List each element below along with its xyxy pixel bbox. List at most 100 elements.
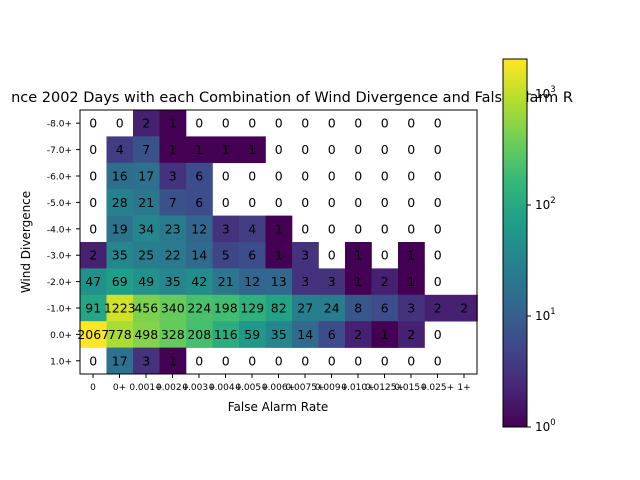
cell-value-label: 0 [275, 195, 283, 210]
heatmap-cell [106, 321, 134, 348]
heatmap-cell [159, 347, 187, 375]
cell-value-label: 0 [89, 142, 97, 157]
x-tick-label: 0.0075+ [285, 383, 324, 393]
cell-value-label: 14 [297, 327, 313, 342]
x-tick-label: 0.025+ [421, 383, 454, 393]
cell-value-label: 4 [248, 221, 256, 236]
y-tick-label: 0.0+ [50, 331, 72, 341]
cell-value-label: 47 [85, 274, 101, 289]
heatmap-cell [80, 294, 107, 322]
cell-value-label: 35 [271, 327, 287, 342]
cell-value-label: 0 [354, 353, 362, 368]
cell-value-label: 2 [381, 274, 389, 289]
cell-value-label: 1 [222, 142, 230, 157]
heatmap-cell [265, 242, 293, 269]
cell-value-label: 3 [407, 301, 415, 316]
heatmap-cell [212, 215, 240, 243]
heatmap-cell [292, 268, 319, 296]
heatmap-cell [186, 321, 213, 348]
heatmap-cell [371, 321, 399, 348]
cell-value-label: 2 [142, 116, 150, 131]
cell-value-label: 6 [328, 327, 336, 342]
x-axis-label: False Alarm Rate [228, 400, 329, 414]
heatmap-cell [106, 242, 134, 269]
cell-value-label: 6 [248, 248, 256, 263]
cell-value-label: 1 [169, 116, 177, 131]
cell-value-label: 0 [407, 116, 415, 131]
heatmap-cell [159, 321, 187, 348]
cell-value-label: 2 [354, 327, 362, 342]
heatmap-cell [318, 268, 346, 296]
heatmap-cell [318, 321, 346, 348]
cell-value-label: 35 [165, 274, 181, 289]
heatmap-cells [80, 110, 478, 375]
cell-value-label: 3 [142, 353, 150, 368]
heatmap-cell [265, 294, 293, 322]
cell-value-label: 0 [354, 195, 362, 210]
heatmap-cell [106, 215, 134, 243]
cell-value-label: 0 [381, 248, 389, 263]
heatmap-cell [80, 268, 107, 296]
heatmap-cell [265, 215, 293, 243]
cell-value-label: 8 [354, 301, 362, 316]
cell-value-label: 1 [354, 274, 362, 289]
x-tick-label: 0.006+ [262, 383, 295, 393]
cell-value-label: 49 [138, 274, 154, 289]
cell-value-label: 1 [275, 221, 283, 236]
colorbar-gradient [503, 59, 527, 427]
cell-value-label: 3 [301, 274, 309, 289]
cell-value-label: 1 [354, 248, 362, 263]
cell-value-label: 21 [138, 195, 154, 210]
cell-value-label: 6 [195, 195, 203, 210]
heatmap-cell [239, 294, 266, 322]
x-tick-label: 0 [90, 383, 96, 393]
heatmap-cell [159, 215, 187, 243]
cell-value-label: 0 [434, 353, 442, 368]
cell-value-label: 0 [381, 221, 389, 236]
heatmap-cell [159, 162, 187, 190]
cell-value-label: 0 [301, 142, 309, 157]
cell-value-label: 208 [187, 327, 211, 342]
cell-value-label: 0 [248, 353, 256, 368]
colorbar-frame [502, 58, 528, 428]
cell-value-label: 2 [460, 301, 468, 316]
heatmap-cell [80, 321, 107, 348]
x-tick-label: 0.009+ [315, 383, 348, 393]
heatmap-cell [106, 347, 134, 375]
heatmap-cell [239, 268, 266, 296]
cell-value-label: 6 [195, 169, 203, 184]
heatmap-cell [265, 321, 293, 348]
cell-value-label: 1 [169, 353, 177, 368]
cell-value-label: 0 [116, 116, 124, 131]
cell-value-label: 0 [328, 116, 336, 131]
cell-value-label: 0 [89, 221, 97, 236]
cell-value-label: 14 [191, 248, 207, 263]
cell-value-label: 1 [169, 142, 177, 157]
cell-value-label: 1 [248, 142, 256, 157]
cell-value-label: 34 [138, 221, 154, 236]
x-tick-label: 0.002+ [156, 383, 189, 393]
cell-value-label: 91 [85, 301, 101, 316]
heatmap-cell [133, 268, 160, 296]
heatmap-cell [159, 136, 187, 164]
cell-value-label: 0 [248, 116, 256, 131]
y-tick-label: -1.0+ [47, 305, 72, 315]
cell-value-label: 1 [407, 274, 415, 289]
cell-value-label: 116 [214, 327, 238, 342]
cell-value-label: 0 [407, 142, 415, 157]
cell-value-label: 4 [116, 142, 124, 157]
cell-value-label: 22 [165, 248, 181, 263]
cell-value-label: 0 [89, 195, 97, 210]
cell-value-label: 82 [271, 301, 287, 316]
heatmap-cell [451, 294, 478, 322]
heatmap-cell [133, 321, 160, 348]
cell-value-label: 0 [381, 353, 389, 368]
cell-value-label: 778 [108, 327, 132, 342]
cell-value-label: 0 [89, 116, 97, 131]
heatmap-cell [186, 242, 213, 269]
cell-value-label: 198 [214, 301, 238, 316]
heatmap-cell [345, 294, 372, 322]
cell-value-label: 2067 [77, 327, 109, 342]
heatmap-cell [133, 242, 160, 269]
